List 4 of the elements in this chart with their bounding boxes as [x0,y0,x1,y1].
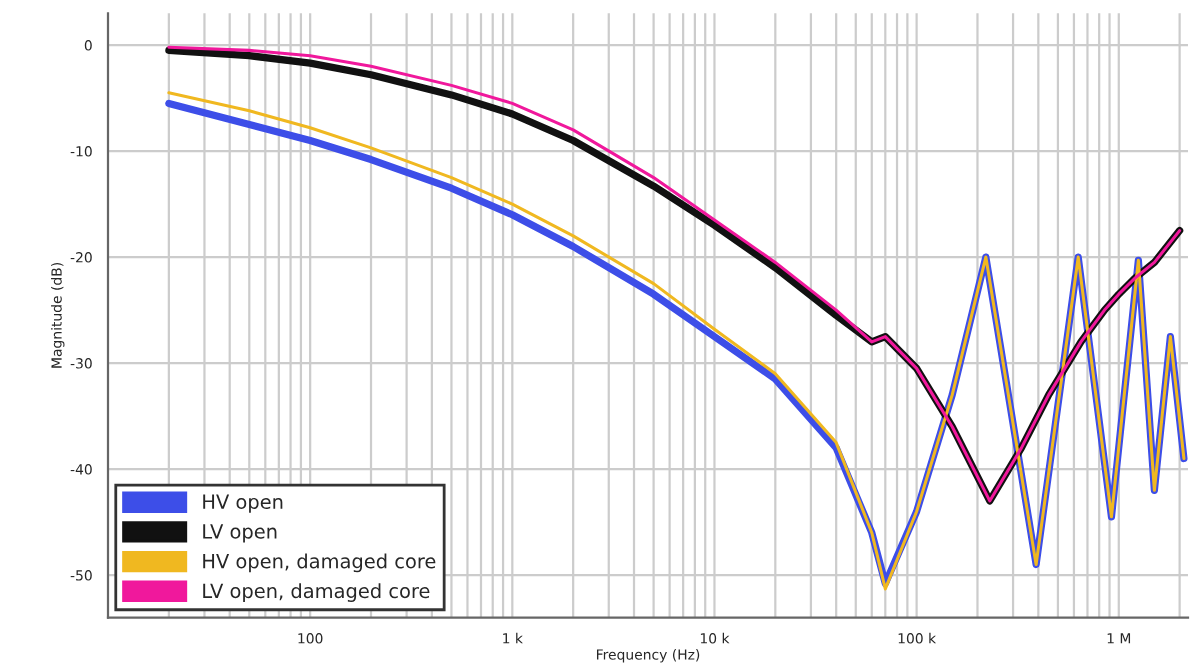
legend-label: LV open, damaged core [203,583,430,602]
legend-label: HV open [203,494,283,513]
legend-label: LV open [203,524,277,543]
legend-label: HV open, damaged core [203,553,436,573]
